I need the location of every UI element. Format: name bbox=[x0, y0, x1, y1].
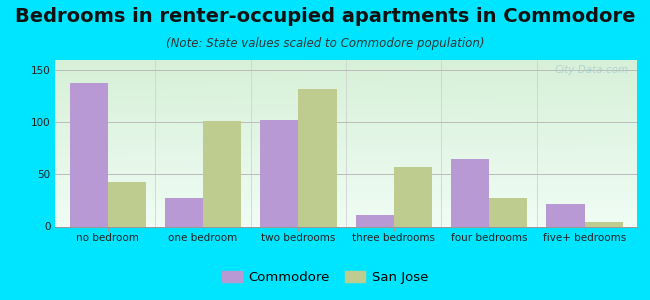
Text: Bedrooms in renter-occupied apartments in Commodore: Bedrooms in renter-occupied apartments i… bbox=[15, 8, 635, 26]
Bar bbox=[298, 89, 337, 226]
Bar bbox=[451, 159, 489, 226]
Bar bbox=[394, 167, 432, 226]
Bar bbox=[165, 198, 203, 226]
Bar bbox=[260, 120, 298, 226]
Legend: Commodore, San Jose: Commodore, San Jose bbox=[216, 265, 434, 289]
Text: City-Data.com: City-Data.com bbox=[554, 65, 629, 75]
Bar bbox=[489, 198, 527, 226]
Bar bbox=[108, 182, 146, 226]
Bar bbox=[584, 222, 623, 227]
Bar bbox=[70, 83, 108, 226]
Text: (Note: State values scaled to Commodore population): (Note: State values scaled to Commodore … bbox=[166, 38, 484, 50]
Bar bbox=[356, 215, 394, 226]
Bar bbox=[203, 122, 241, 226]
Bar bbox=[547, 204, 584, 226]
